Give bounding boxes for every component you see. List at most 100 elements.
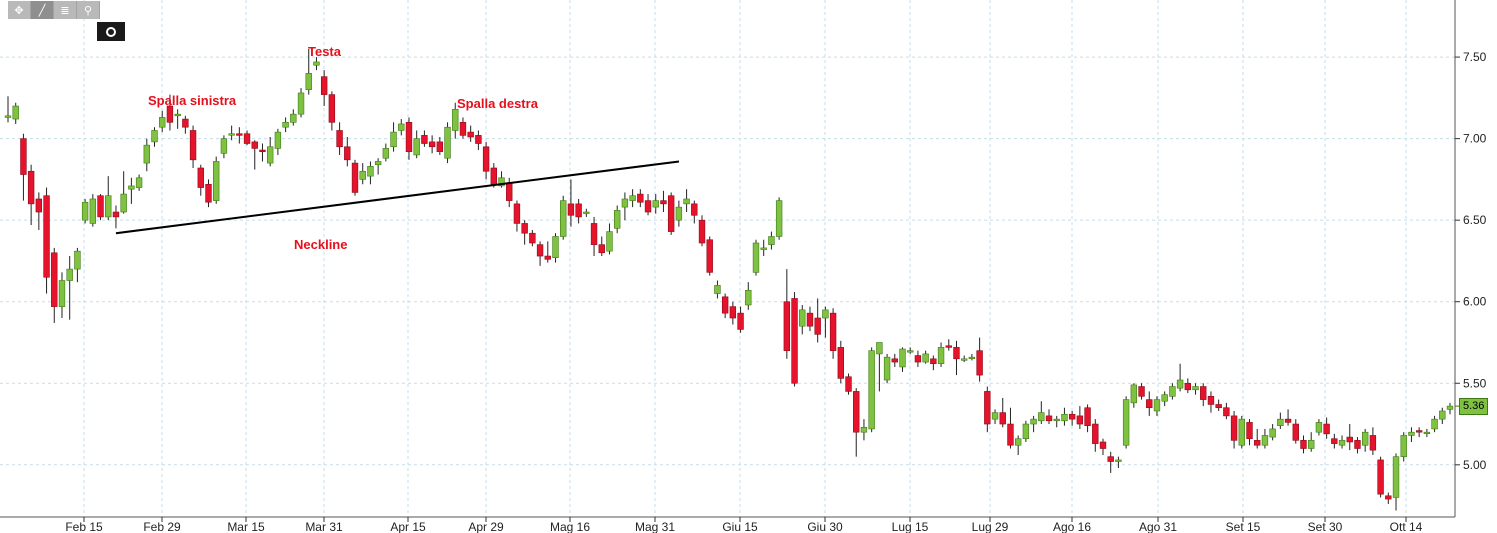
candle-body-up — [822, 309, 829, 319]
candle-body-down — [914, 355, 922, 363]
crosshair-icon[interactable]: ✥ — [8, 1, 31, 19]
candle-body-down — [51, 252, 58, 307]
candle-body-down — [506, 182, 513, 201]
candle-body-up — [213, 161, 220, 201]
candle-body-up — [1176, 379, 1184, 389]
candle — [1439, 407, 1446, 425]
candle — [243, 130, 251, 146]
candle-body-down — [953, 347, 960, 360]
settings-icon — [106, 26, 116, 37]
candle-body-up — [4, 115, 12, 118]
candle — [220, 135, 228, 159]
candle-body-up — [899, 348, 906, 368]
candle — [89, 194, 97, 227]
x-tick-label: Mag 31 — [635, 520, 675, 533]
candle — [1300, 435, 1307, 454]
candle-body-up — [760, 247, 767, 250]
draw-line-icon[interactable]: ╱ — [31, 1, 54, 19]
candle — [151, 127, 158, 147]
candle-body-down — [1007, 423, 1014, 446]
candle-body-up — [883, 356, 891, 381]
candle-body-down — [721, 296, 729, 314]
candle — [629, 189, 636, 208]
list-icon[interactable]: ≣ — [54, 1, 77, 19]
candle-body-down — [259, 149, 266, 152]
neckline-trendline[interactable] — [115, 160, 680, 235]
candle — [398, 119, 405, 136]
candle — [97, 194, 104, 221]
candle — [1254, 428, 1261, 449]
candle-body-down — [1415, 430, 1423, 433]
candle-body-down — [1045, 415, 1053, 422]
candle-body-up — [683, 198, 690, 205]
candle — [613, 205, 621, 234]
candle-body-down — [197, 167, 204, 188]
y-tick-label: 7.00 — [1463, 132, 1487, 146]
candle-body-down — [1377, 459, 1384, 495]
candle — [436, 136, 444, 155]
candle — [344, 136, 351, 167]
chart-gridlines — [0, 0, 1455, 517]
candle-body-down — [945, 345, 952, 348]
candle-body-up — [382, 148, 390, 159]
candle — [930, 355, 937, 371]
candle — [1431, 415, 1438, 433]
x-tick-label: Giu 30 — [807, 520, 843, 533]
last-price-tag: 5.36 — [1459, 398, 1489, 416]
annotation-right-shoulder: Spalla destra — [457, 96, 538, 111]
y-tick-label: 5.00 — [1463, 458, 1487, 472]
candle — [120, 171, 127, 214]
candle-body-down — [436, 141, 444, 152]
candle — [390, 122, 397, 152]
candle-body-down — [891, 358, 898, 363]
candle-body-up — [135, 177, 143, 188]
candle — [652, 194, 659, 214]
candle — [1030, 415, 1037, 433]
candle — [845, 373, 852, 395]
candle — [922, 350, 929, 364]
candle-body-up — [961, 358, 968, 361]
candle — [374, 158, 382, 175]
candle — [914, 350, 922, 367]
candle-body-down — [405, 122, 413, 152]
candle-body-down — [1099, 441, 1107, 449]
options-button[interactable] — [97, 22, 125, 41]
candle-body-up — [552, 236, 559, 258]
candle-body-up — [1130, 384, 1138, 404]
candle-body-down — [1300, 440, 1307, 449]
candle — [752, 239, 760, 276]
candle-body-up — [745, 290, 752, 306]
candle — [1261, 428, 1269, 449]
candle-body-down — [737, 312, 744, 330]
candle — [1107, 451, 1114, 473]
zoom-icon[interactable]: ⚲ — [77, 1, 100, 19]
candle — [714, 280, 721, 299]
candle-body-up — [390, 131, 397, 148]
x-tick-label: Giu 15 — [722, 520, 758, 533]
candle — [976, 337, 983, 382]
candle — [58, 272, 66, 319]
candle-body-down — [351, 162, 359, 193]
candle-body-down — [1146, 399, 1153, 409]
candle-body-up — [1153, 399, 1161, 412]
candle-body-down — [1323, 423, 1330, 435]
candle — [367, 161, 374, 185]
candle-body-down — [243, 133, 251, 144]
candle-body-up — [613, 210, 621, 229]
candle — [760, 239, 767, 257]
candle-body-down — [575, 203, 582, 218]
candle — [444, 122, 451, 164]
candle — [721, 293, 729, 319]
candle — [1045, 409, 1053, 425]
candle-body-down — [1354, 440, 1361, 449]
x-axis-ticks: Feb 15 Feb 29 Mar 15 Mar 31 Apr 15 Apr 29 Mag … — [65, 517, 1423, 533]
candle-body-down — [428, 141, 436, 148]
candle-body-up — [1115, 459, 1122, 462]
candle — [829, 308, 837, 359]
candle-body-up — [367, 166, 374, 177]
candle — [197, 164, 204, 196]
candle-body-down — [976, 350, 983, 376]
candle — [359, 163, 366, 185]
candle — [1269, 424, 1276, 441]
candle — [575, 198, 582, 224]
